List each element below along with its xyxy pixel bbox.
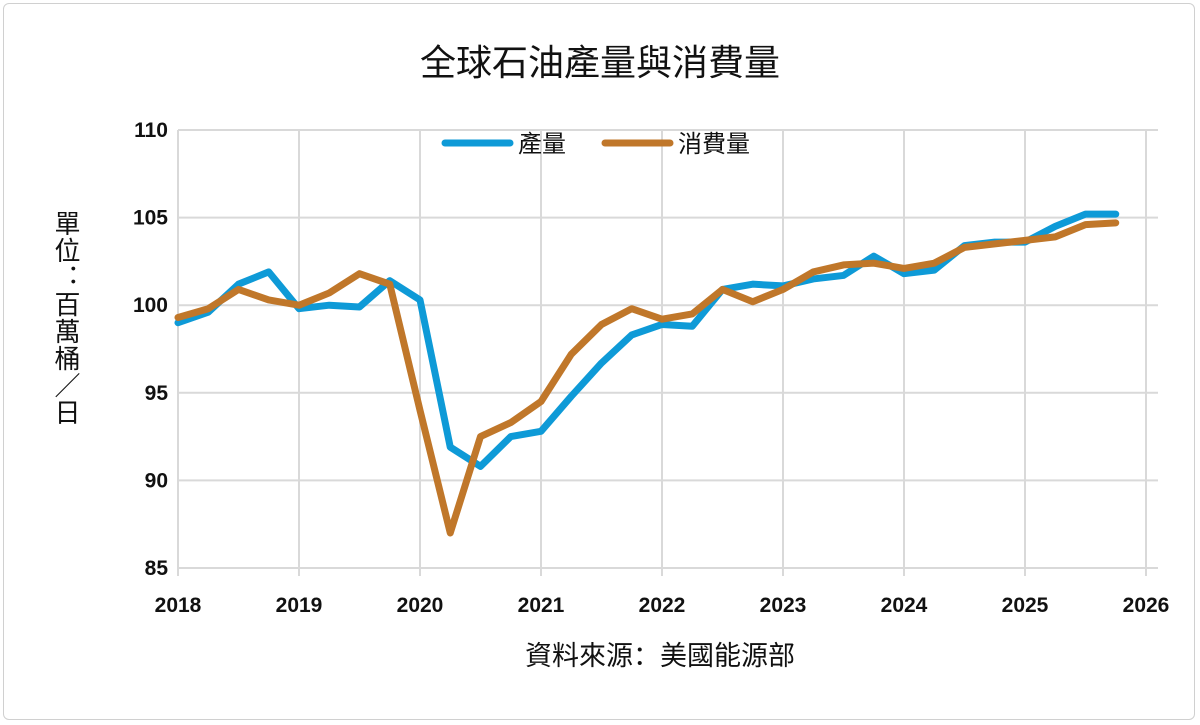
x-tick-label: 2019 <box>276 594 323 617</box>
source-note: 資料來源：美國能源部 <box>525 641 795 672</box>
x-tick-label: 2024 <box>881 594 928 617</box>
y-tick-label: 95 <box>145 382 169 405</box>
y-axis-label: 單位：百萬桶／日 <box>50 210 80 426</box>
x-tick-label: 2022 <box>639 594 686 617</box>
legend-label: 消費量 <box>678 130 750 158</box>
legend-label: 產量 <box>518 130 566 158</box>
x-tick-label: 2023 <box>760 594 807 617</box>
chart-title: 全球石油產量與消費量 <box>419 43 780 84</box>
x-tick-label: 2026 <box>1123 594 1170 617</box>
x-tick-label: 2021 <box>518 594 565 617</box>
x-tick-label: 2020 <box>397 594 444 617</box>
y-tick-label: 100 <box>133 294 168 317</box>
y-tick-label: 105 <box>133 207 168 230</box>
y-tick-label: 90 <box>145 469 168 492</box>
x-tick-label: 2025 <box>1002 594 1049 617</box>
series-line-consumption <box>174 219 1120 537</box>
chart-frame <box>3 3 1195 720</box>
x-tick-label: 2018 <box>155 594 202 617</box>
y-tick-label: 110 <box>134 119 168 142</box>
series-line-production <box>174 210 1120 470</box>
y-tick-label: 85 <box>145 557 169 580</box>
